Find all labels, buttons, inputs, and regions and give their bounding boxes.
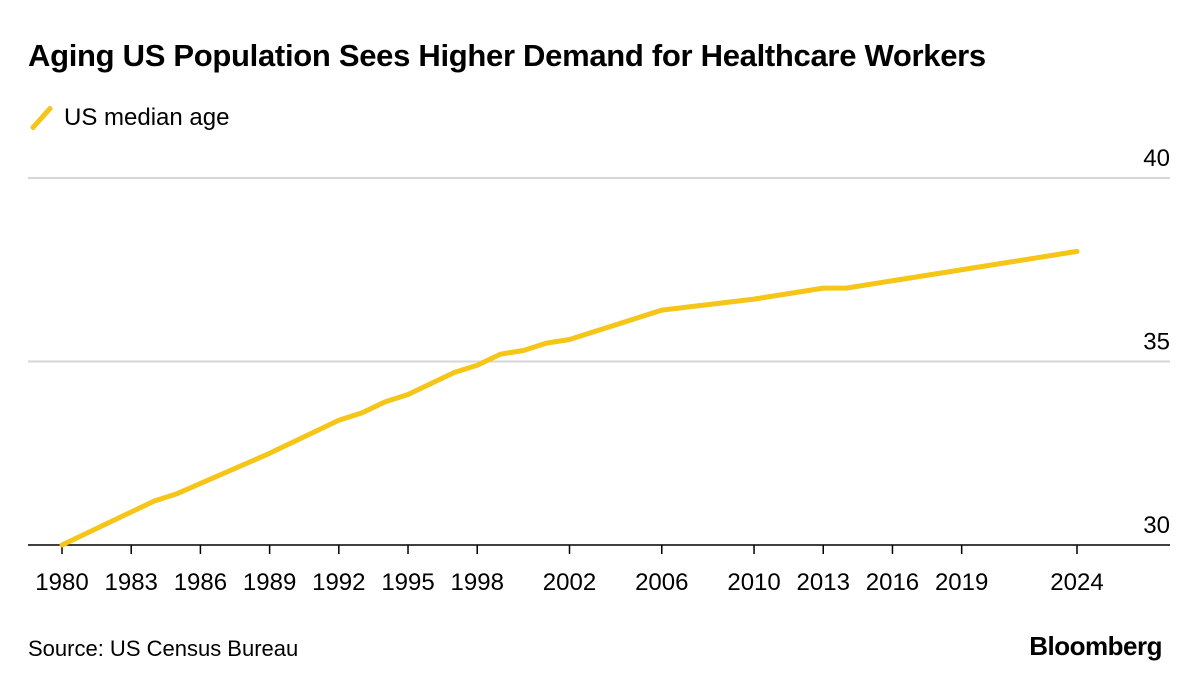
x-tick-label: 1986: [174, 569, 227, 596]
bloomberg-logo: Bloomberg: [1029, 631, 1162, 661]
x-tick-label: 1995: [381, 569, 434, 596]
x-tick-label: 2024: [1050, 569, 1103, 596]
y-tick-label: 35: [1143, 329, 1170, 356]
x-tick-label: 1992: [312, 569, 365, 596]
chart-title: Aging US Population Sees Higher Demand f…: [28, 38, 986, 73]
series-line-us-median-age: [59, 248, 1080, 548]
x-tick-label: 2013: [797, 569, 850, 596]
x-tick-label: 2019: [935, 569, 988, 596]
x-tick-label: 1998: [451, 569, 504, 596]
source-note: Source: US Census Bureau: [28, 636, 299, 661]
x-tick-label: 2010: [727, 569, 780, 596]
y-tick-label: 40: [1143, 145, 1170, 172]
x-tick-label: 1983: [105, 569, 158, 596]
x-tick-label: 1980: [35, 569, 88, 596]
legend: US median age: [28, 104, 229, 132]
x-tick-label: 2016: [866, 569, 919, 596]
x-tick-label: 2006: [635, 569, 688, 596]
x-tick-label: 2002: [543, 569, 596, 596]
x-tick-label: 1989: [243, 569, 296, 596]
legend-label: US median age: [64, 104, 230, 131]
y-tick-label: 30: [1143, 512, 1170, 539]
